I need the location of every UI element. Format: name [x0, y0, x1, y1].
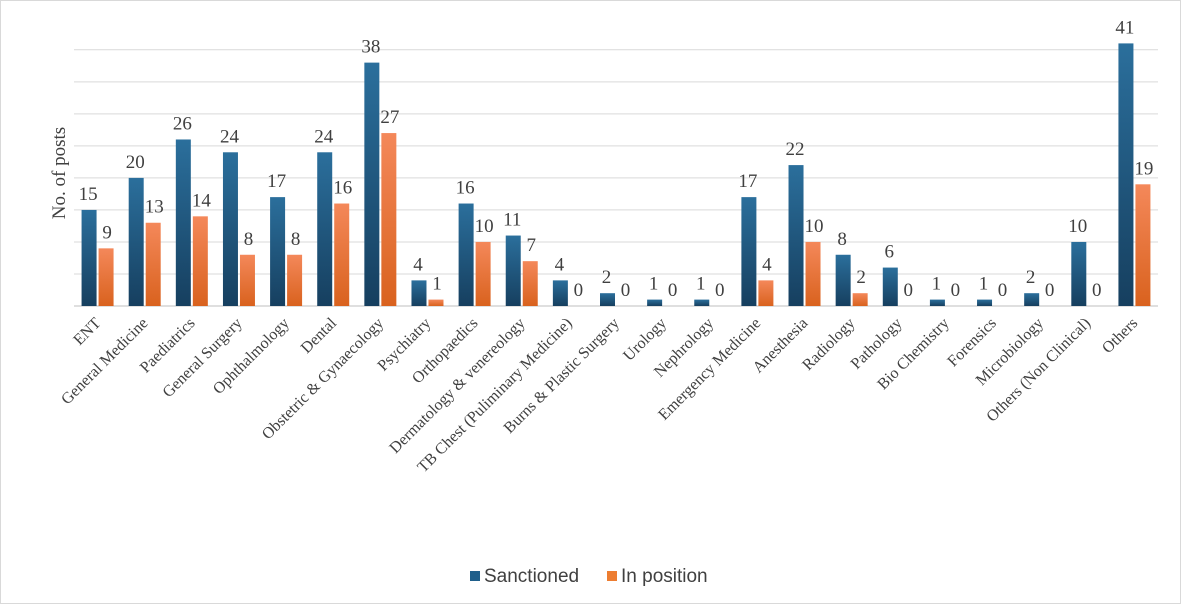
data-label-in-position-emergency-medicine: 4 — [762, 254, 772, 275]
data-label-in-position-anesthesia: 10 — [805, 216, 824, 237]
y-axis-label: No. of posts — [49, 127, 70, 219]
bar-sanctioned-dental — [317, 152, 333, 306]
data-label-sanctioned-others: 41 — [1115, 17, 1134, 38]
bar-sanctioned-microbiology — [1024, 293, 1040, 306]
bar-sanctioned-others-non-clinical — [1071, 241, 1087, 306]
data-label-sanctioned-forensics: 1 — [979, 274, 989, 295]
legend-swatch-sanctioned — [470, 571, 480, 581]
data-label-in-position-general-surgery: 8 — [244, 229, 254, 250]
data-label-sanctioned-bio-chemistry: 1 — [932, 274, 942, 295]
data-label-sanctioned-dermatology-venereology: 11 — [503, 210, 521, 231]
data-label-sanctioned-nephrology: 1 — [696, 274, 706, 295]
data-label-sanctioned-urology: 1 — [649, 274, 659, 295]
bar-in-position-paediatrics — [192, 216, 208, 306]
data-label-in-position-radiology: 2 — [856, 267, 866, 288]
bar-in-position-general-surgery — [239, 254, 255, 306]
data-label-in-position-psychiatry: 1 — [432, 274, 442, 295]
data-label-sanctioned-ophthalmology: 17 — [267, 171, 286, 192]
data-label-in-position-ophthalmology: 8 — [291, 229, 301, 250]
bar-sanctioned-anesthesia — [788, 165, 804, 306]
x-tick-label-general-medicine: General Medicine — [58, 315, 151, 408]
bar-sanctioned-urology — [647, 299, 663, 306]
legend: Sanctioned In position — [470, 566, 708, 587]
bar-sanctioned-forensics — [977, 299, 993, 306]
x-tick-label-dental: Dental — [298, 314, 341, 357]
bar-sanctioned-general-medicine — [128, 177, 144, 306]
bar-sanctioned-ent — [81, 209, 97, 306]
bar-sanctioned-bio-chemistry — [929, 299, 945, 306]
data-label-sanctioned-general-surgery: 24 — [220, 126, 240, 147]
data-label-sanctioned-orthopaedics: 16 — [456, 178, 475, 199]
data-label-sanctioned-anesthesia: 22 — [786, 139, 805, 160]
legend-label-sanctioned: Sanctioned — [484, 566, 579, 587]
data-label-sanctioned-ent: 15 — [79, 184, 98, 205]
bar-sanctioned-paediatrics — [175, 139, 191, 306]
bar-sanctioned-nephrology — [694, 299, 710, 306]
bar-sanctioned-pathology — [882, 267, 898, 306]
data-label-sanctioned-psychiatry: 4 — [413, 254, 423, 275]
data-label-sanctioned-paediatrics: 26 — [173, 113, 192, 134]
data-label-sanctioned-radiology: 8 — [837, 229, 847, 250]
bar-in-position-dental — [334, 203, 350, 306]
bar-in-position-others — [1135, 184, 1151, 306]
data-label-in-position-bio-chemistry: 0 — [951, 280, 961, 301]
data-label-in-position-dental: 16 — [333, 178, 352, 199]
bar-in-position-dermatology-venereology — [522, 261, 538, 306]
bar-in-position-ent — [98, 248, 114, 306]
x-tick-label-others: Others — [1099, 315, 1141, 357]
bar-sanctioned-radiology — [835, 254, 851, 306]
bar-sanctioned-tb-chest-puliminary-medicine — [552, 280, 568, 306]
legend-swatch-in-position — [607, 571, 617, 581]
bar-in-position-general-medicine — [145, 222, 161, 306]
data-label-in-position-others: 19 — [1134, 158, 1153, 179]
data-label-in-position-others-non-clinical: 0 — [1092, 280, 1102, 301]
bar-in-position-emergency-medicine — [758, 280, 774, 306]
bar-sanctioned-psychiatry — [411, 280, 427, 306]
bar-sanctioned-orthopaedics — [458, 203, 474, 306]
data-label-in-position-orthopaedics: 10 — [475, 216, 494, 237]
bar-sanctioned-burns-plastic-surgery — [600, 293, 615, 306]
bar-in-position-anesthesia — [805, 241, 821, 306]
bar-sanctioned-general-surgery — [222, 152, 238, 306]
bar-in-position-orthopaedics — [475, 241, 491, 306]
data-label-sanctioned-obstetric-gynaecology: 38 — [361, 37, 380, 58]
data-label-sanctioned-tb-chest-puliminary-medicine: 4 — [555, 254, 565, 275]
data-label-in-position-obstetric-gynaecology: 27 — [380, 107, 399, 128]
bar-sanctioned-emergency-medicine — [741, 197, 757, 306]
data-label-in-position-forensics: 0 — [998, 280, 1008, 301]
data-label-in-position-general-medicine: 13 — [145, 197, 164, 218]
data-label-in-position-pathology: 0 — [904, 280, 914, 301]
bars — [81, 43, 1151, 307]
bar-sanctioned-others — [1118, 43, 1134, 307]
data-label-in-position-microbiology: 0 — [1045, 280, 1055, 301]
data-label-in-position-tb-chest-puliminary-medicine: 0 — [574, 280, 584, 301]
bar-sanctioned-dermatology-venereology — [505, 235, 521, 306]
data-label-sanctioned-emergency-medicine: 17 — [738, 171, 757, 192]
data-label-sanctioned-burns-plastic-surgery: 2 — [602, 267, 612, 288]
data-label-in-position-nephrology: 0 — [715, 280, 725, 301]
bar-sanctioned-obstetric-gynaecology — [364, 62, 380, 306]
bar-in-position-psychiatry — [428, 299, 444, 306]
x-tick-label-ent: ENT — [70, 315, 104, 349]
bar-in-position-ophthalmology — [287, 254, 303, 306]
legend-label-in-position: In position — [621, 566, 708, 587]
data-label-in-position-urology: 0 — [668, 280, 678, 301]
bar-in-position-radiology — [852, 293, 868, 306]
data-label-in-position-dermatology-venereology: 7 — [526, 235, 536, 256]
data-label-sanctioned-microbiology: 2 — [1026, 267, 1036, 288]
data-label-in-position-ent: 9 — [102, 222, 112, 243]
data-label-sanctioned-pathology: 6 — [885, 242, 895, 263]
data-label-sanctioned-dental: 24 — [314, 126, 334, 147]
bar-sanctioned-ophthalmology — [270, 197, 286, 306]
bar-in-position-obstetric-gynaecology — [381, 133, 397, 306]
data-label-sanctioned-general-medicine: 20 — [126, 152, 145, 173]
data-label-sanctioned-others-non-clinical: 10 — [1068, 216, 1087, 237]
data-label-in-position-paediatrics: 14 — [192, 190, 212, 211]
data-label-in-position-burns-plastic-surgery: 0 — [621, 280, 631, 301]
